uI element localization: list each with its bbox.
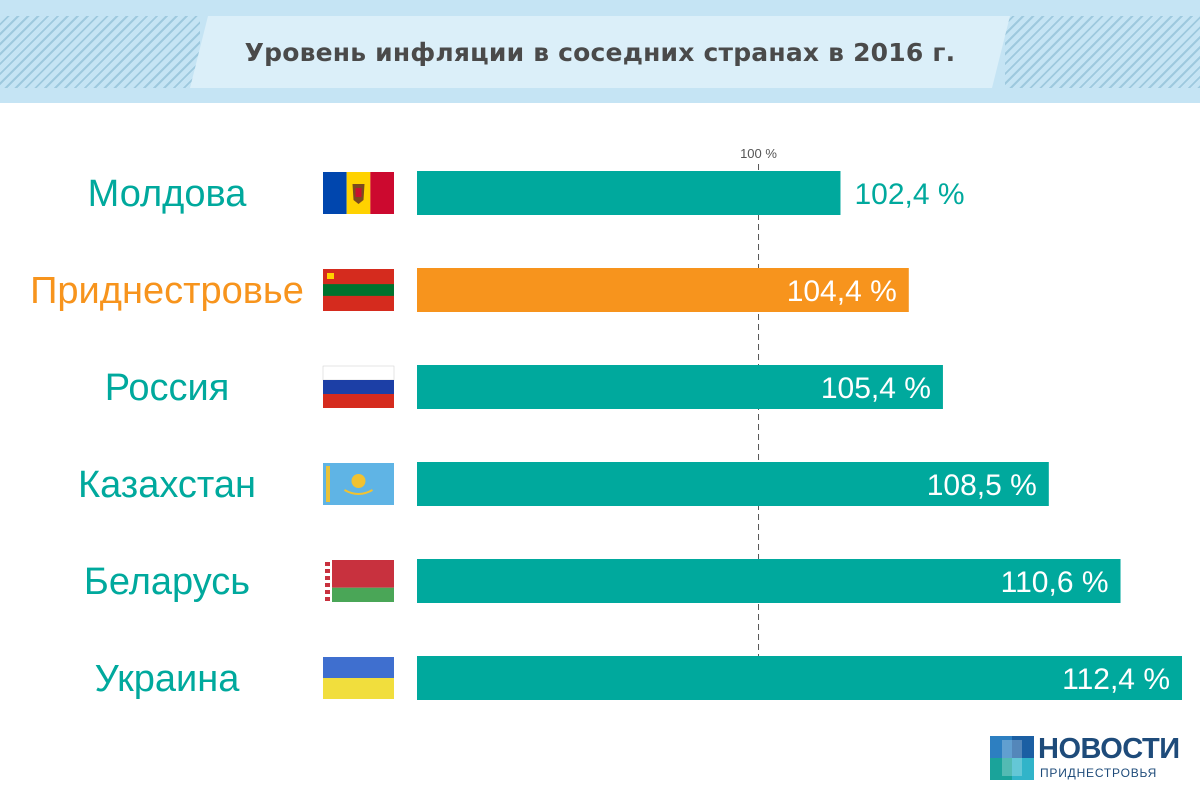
value-label: 110,6 % (1001, 566, 1109, 599)
title-banner: Уровень инфляции в соседних странах в 20… (190, 16, 1010, 88)
country-label: Молдова (88, 173, 248, 215)
value-label: 112,4 % (1062, 663, 1170, 696)
bar (417, 656, 1182, 700)
value-label: 108,5 % (927, 469, 1037, 502)
value-label: 105,4 % (821, 372, 931, 405)
header-band: Уровень инфляции в соседних странах в 20… (0, 0, 1200, 103)
country-label: Приднестровье (30, 270, 304, 312)
header-hatch-left (0, 16, 200, 88)
country-label: Беларусь (84, 561, 250, 603)
bar (417, 365, 943, 409)
value-label: 102,4 % (854, 178, 964, 211)
country-label: Россия (105, 367, 230, 409)
header-hatch-right (1005, 16, 1200, 88)
country-label: Украина (95, 658, 241, 700)
logo-mark-icon (990, 736, 1034, 780)
bar (417, 268, 909, 312)
bar (417, 171, 841, 215)
news-logo: НОВОСТИ ПРИДНЕСТРОВЬЯ (990, 733, 1180, 782)
page-title: Уровень инфляции в соседних странах в 20… (244, 37, 956, 67)
ukraine-flag-icon (323, 657, 394, 699)
logo-sub-text: ПРИДНЕСТРОВЬЯ (1040, 766, 1158, 780)
russia-flag-icon (322, 365, 395, 408)
moldova-flag-icon (323, 172, 394, 214)
reference-line-label: 100 % (740, 146, 777, 161)
value-label: 104,4 % (787, 275, 897, 308)
transnistria-flag-icon (323, 269, 394, 311)
bar (417, 462, 1049, 506)
logo-main-text: НОВОСТИ (1038, 733, 1180, 765)
bar (417, 559, 1121, 603)
country-label: Казахстан (78, 464, 256, 506)
kazakhstan-flag-icon (323, 463, 394, 505)
belarus-flag-icon (323, 560, 394, 602)
